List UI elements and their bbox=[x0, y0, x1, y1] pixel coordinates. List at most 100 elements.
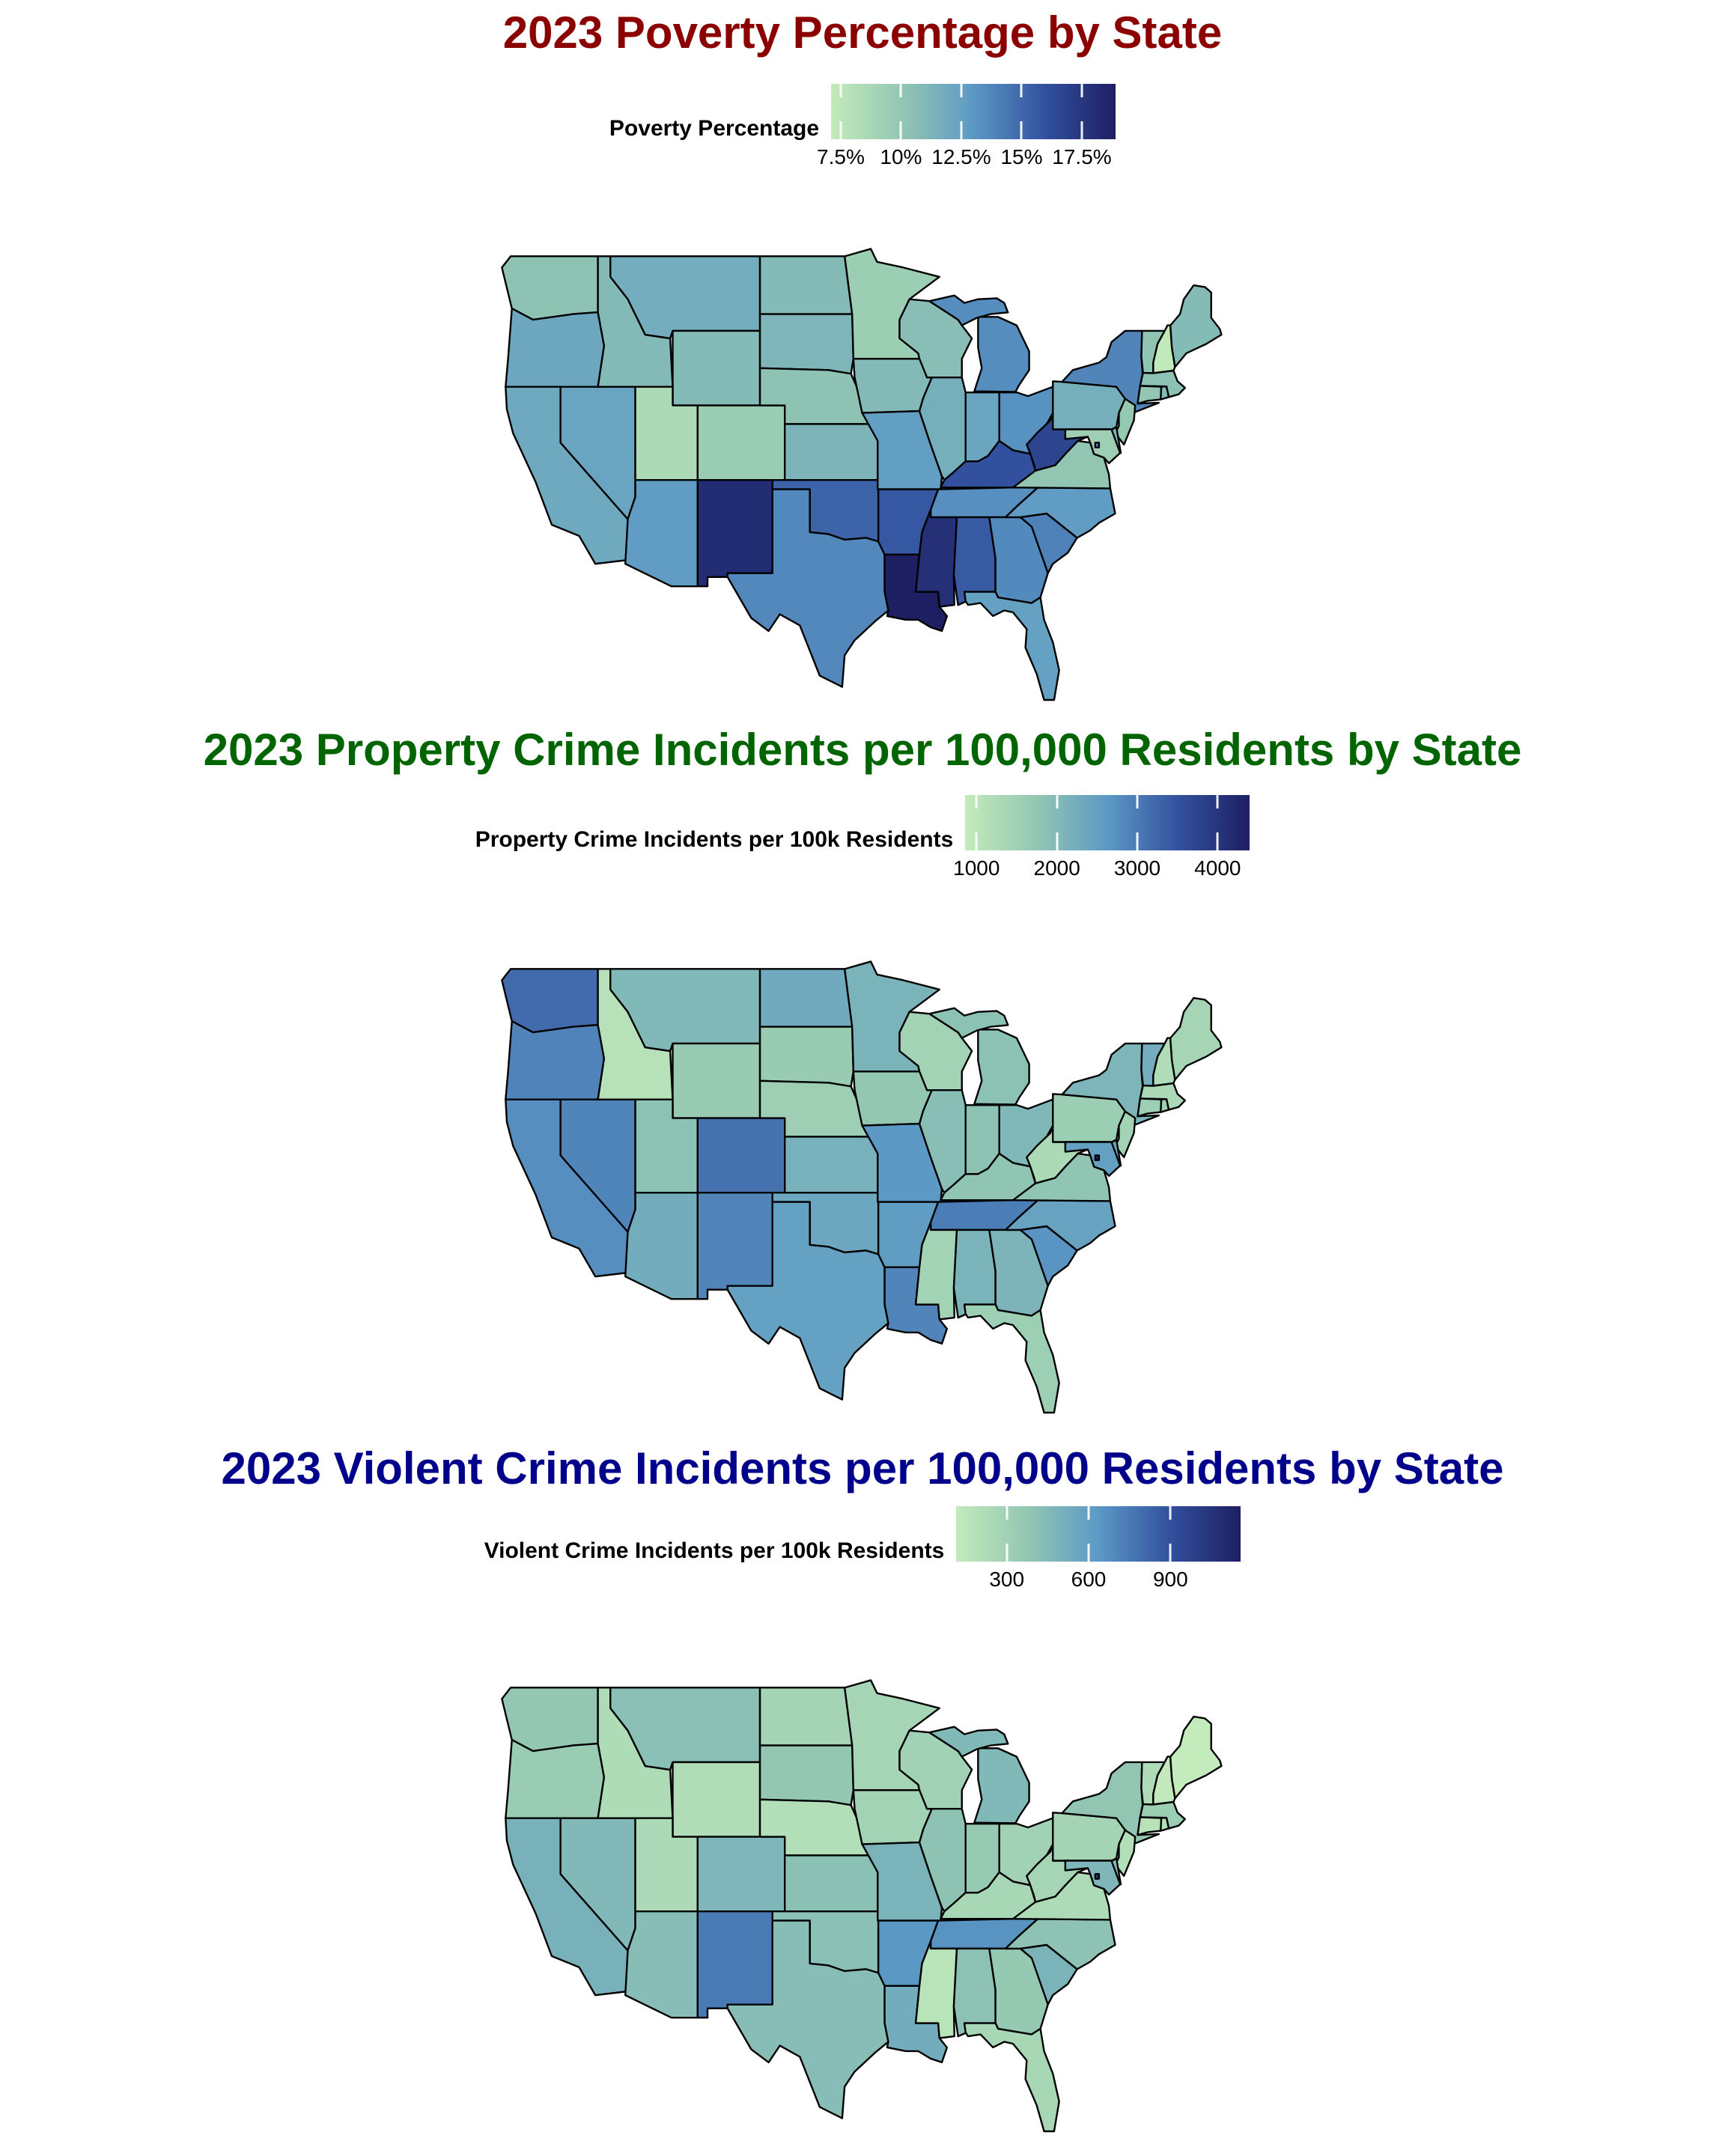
state-IA bbox=[852, 358, 933, 414]
state-CT bbox=[1137, 385, 1163, 405]
property-crime-map-wrap bbox=[492, 952, 1233, 1422]
state-CT bbox=[1137, 1097, 1163, 1118]
property-crime-legend-tick-labels: 1000 2000 3000 4000 bbox=[953, 856, 1250, 885]
legend-tick-label: 12.5% bbox=[931, 145, 991, 168]
poverty-legend-gradient-bar bbox=[831, 84, 1116, 139]
legend-tick-mark bbox=[839, 121, 842, 139]
property-crime-legend-bar-wrap: 1000 2000 3000 4000 bbox=[953, 795, 1250, 885]
state-MD bbox=[1064, 1141, 1122, 1177]
state-NC bbox=[1004, 1199, 1116, 1252]
state-MI bbox=[928, 294, 1009, 326]
legend-tick-mark bbox=[1006, 1506, 1008, 1520]
state-RI bbox=[1160, 1098, 1170, 1113]
state-TX bbox=[726, 1919, 889, 2119]
state-NJ bbox=[1114, 1829, 1137, 1878]
legend-tick-mark bbox=[1216, 832, 1219, 850]
legend-tick-mark bbox=[1087, 1544, 1090, 1562]
property-crime-legend-gradient-bar bbox=[965, 795, 1250, 850]
state-SD bbox=[758, 1744, 855, 1806]
state-FL bbox=[963, 2022, 1060, 2133]
state-NC bbox=[1004, 487, 1116, 539]
legend-tick-label: 4000 bbox=[1194, 856, 1241, 880]
state-RI bbox=[1160, 386, 1170, 401]
poverty-us-choropleth-map bbox=[501, 248, 1223, 701]
legend-tick-mark bbox=[1169, 1506, 1172, 1520]
legend-tick-mark bbox=[1056, 795, 1059, 808]
legend-tick-mark bbox=[1006, 1544, 1008, 1562]
state-IA bbox=[852, 1789, 933, 1845]
state-PA bbox=[1052, 380, 1127, 430]
state-NM bbox=[696, 1910, 773, 2019]
state-SD bbox=[758, 1026, 855, 1088]
legend-tick-mark bbox=[1020, 84, 1023, 97]
violent-crime-map-wrap bbox=[492, 1671, 1233, 2140]
legend-tick-label: 2000 bbox=[1033, 856, 1080, 880]
state-MI bbox=[973, 1747, 1030, 1824]
legend-tick-mark bbox=[975, 832, 978, 850]
poverty-legend-bar-wrap: 7.5% 10% 12.5% 15% 17.5% bbox=[817, 84, 1116, 174]
legend-tick-label: 7.5% bbox=[817, 145, 865, 168]
violent-crime-map-panel: 2023 Violent Crime Incidents per 100,000… bbox=[0, 1445, 1725, 2140]
state-AZ bbox=[624, 1191, 699, 1300]
state-CO bbox=[696, 1836, 786, 1913]
state-NJ bbox=[1114, 398, 1137, 446]
state-AZ bbox=[624, 478, 699, 588]
legend-tick-label: 600 bbox=[1071, 1568, 1107, 1591]
legend-tick-label: 17.5% bbox=[1052, 145, 1112, 168]
state-FL bbox=[963, 591, 1060, 701]
state-NM bbox=[696, 1191, 773, 1300]
state-IL bbox=[918, 1808, 967, 1913]
state-TX bbox=[726, 488, 889, 688]
state-IL bbox=[918, 377, 967, 481]
state-CO bbox=[696, 1117, 786, 1194]
legend-tick-mark bbox=[1136, 795, 1139, 808]
state-WY bbox=[672, 1761, 761, 1838]
violent-crime-legend: Violent Crime Incidents per 100k Residen… bbox=[0, 1506, 1725, 1596]
state-IA bbox=[852, 1071, 933, 1127]
property-crime-us-choropleth-map bbox=[501, 960, 1223, 1414]
state-RI bbox=[1160, 1817, 1170, 1832]
poverty-legend-label: Poverty Percentage bbox=[609, 116, 820, 141]
state-WY bbox=[672, 329, 761, 406]
state-ND bbox=[758, 1687, 854, 1747]
violent-crime-legend-tick-labels: 300 600 900 bbox=[956, 1568, 1241, 1596]
state-MD bbox=[1064, 428, 1122, 464]
poverty-legend-tick-labels: 7.5% 10% 12.5% 15% 17.5% bbox=[817, 145, 1116, 174]
legend-tick-label: 900 bbox=[1152, 1568, 1188, 1591]
property-crime-legend: Property Crime Incidents per 100k Reside… bbox=[0, 795, 1725, 885]
legend-tick-mark bbox=[1169, 1544, 1172, 1562]
state-OR bbox=[505, 1020, 606, 1100]
legend-tick-label: 3000 bbox=[1113, 856, 1161, 880]
legend-tick-label: 300 bbox=[989, 1568, 1025, 1591]
state-NM bbox=[696, 478, 773, 588]
poverty-map-wrap bbox=[492, 240, 1233, 709]
property-crime-map-panel: 2023 Property Crime Incidents per 100,00… bbox=[0, 726, 1725, 1422]
state-PA bbox=[1052, 1093, 1127, 1143]
state-CO bbox=[696, 404, 786, 481]
legend-tick-mark bbox=[975, 795, 978, 808]
violent-crime-legend-gradient-bar bbox=[956, 1506, 1241, 1562]
state-OR bbox=[505, 307, 606, 388]
state-CT bbox=[1137, 1816, 1163, 1836]
legend-tick-mark bbox=[1136, 832, 1139, 850]
state-DC bbox=[1094, 1873, 1101, 1880]
legend-tick-label: 15% bbox=[1000, 145, 1043, 168]
legend-tick-mark bbox=[899, 121, 902, 139]
state-NH bbox=[1152, 324, 1176, 374]
state-FL bbox=[963, 1303, 1060, 1414]
state-ME bbox=[1169, 284, 1223, 368]
legend-tick-mark bbox=[1216, 795, 1219, 808]
legend-tick-mark bbox=[1020, 121, 1023, 139]
legend-tick-mark bbox=[960, 84, 963, 97]
violent-crime-legend-label: Violent Crime Incidents per 100k Residen… bbox=[484, 1538, 945, 1563]
state-NJ bbox=[1114, 1110, 1137, 1159]
state-DC bbox=[1094, 442, 1101, 448]
legend-tick-label: 1000 bbox=[953, 856, 1000, 880]
violent-crime-us-choropleth-map bbox=[501, 1679, 1223, 2133]
state-PA bbox=[1052, 1812, 1127, 1862]
state-MI bbox=[928, 1726, 1009, 1758]
violent-crime-legend-bar-wrap: 300 600 900 bbox=[956, 1506, 1241, 1596]
state-MI bbox=[928, 1007, 1009, 1039]
state-NH bbox=[1152, 1037, 1176, 1087]
